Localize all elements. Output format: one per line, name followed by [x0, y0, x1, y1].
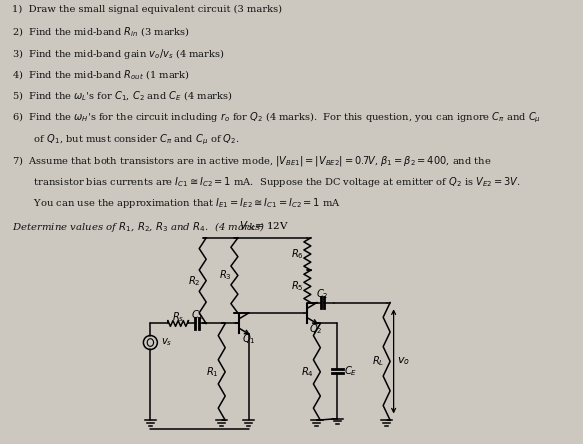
Text: $R_L$: $R_L$: [371, 354, 384, 368]
Text: $R_5$: $R_5$: [292, 279, 304, 293]
Text: $Q_1$: $Q_1$: [242, 333, 255, 346]
Text: 3)  Find the mid-band gain $v_o/v_s$ (4 marks): 3) Find the mid-band gain $v_o/v_s$ (4 m…: [12, 47, 224, 61]
Text: 4)  Find the mid-band $R_{out}$ (1 mark): 4) Find the mid-band $R_{out}$ (1 mark): [12, 68, 189, 82]
Text: $v_o$: $v_o$: [397, 356, 410, 367]
Text: $C_2$: $C_2$: [316, 287, 329, 301]
Text: $R_2$: $R_2$: [188, 274, 200, 288]
Text: $R_1$: $R_1$: [206, 365, 219, 379]
Text: 5)  Find the $\omega_L$'s for $C_1$, $C_2$ and $C_E$ (4 marks): 5) Find the $\omega_L$'s for $C_1$, $C_2…: [12, 90, 233, 103]
Text: $C_E$: $C_E$: [344, 364, 357, 378]
Text: of $Q_1$, but must consider $C_{\pi}$ and $C_{\mu}$ of $Q_2$.: of $Q_1$, but must consider $C_{\pi}$ an…: [12, 132, 239, 147]
Text: $R_3$: $R_3$: [219, 269, 232, 282]
Text: $Q_2$: $Q_2$: [309, 322, 322, 336]
Text: Determine values of $R_1$, $R_2$, $R_3$ and $R_4$.  (4 marks): Determine values of $R_1$, $R_2$, $R_3$ …: [12, 220, 265, 234]
Text: 2)  Find the mid-band $R_{in}$ (3 marks): 2) Find the mid-band $R_{in}$ (3 marks): [12, 26, 189, 40]
Text: $v_s$: $v_s$: [160, 337, 172, 349]
Text: 6)  Find the $\omega_H$'s for the circuit including $r_o$ for $Q_2$ (4 marks).  : 6) Find the $\omega_H$'s for the circuit…: [12, 111, 540, 125]
Text: $C_1$: $C_1$: [191, 308, 203, 322]
Text: You can use the approximation that $I_{E1} = I_{E2} \cong I_{C1} = I_{C2} = 1$ m: You can use the approximation that $I_{E…: [12, 196, 340, 210]
Text: $R_4$: $R_4$: [301, 365, 314, 379]
Text: $V_{cc}$= 12V: $V_{cc}$= 12V: [240, 219, 290, 233]
Text: transistor bias currents are $I_{C1} \cong I_{C2} = 1$ mA.  Suppose the DC volta: transistor bias currents are $I_{C1} \co…: [12, 175, 520, 189]
Text: 1)  Draw the small signal equivalent circuit (3 marks): 1) Draw the small signal equivalent circ…: [12, 4, 282, 14]
Text: $R_6$: $R_6$: [292, 247, 304, 261]
Text: $R_s$: $R_s$: [172, 310, 184, 324]
Text: 7)  Assume that both transistors are in active mode, $|V_{BE1}| = |V_{BE2}| = 0.: 7) Assume that both transistors are in a…: [12, 154, 491, 168]
